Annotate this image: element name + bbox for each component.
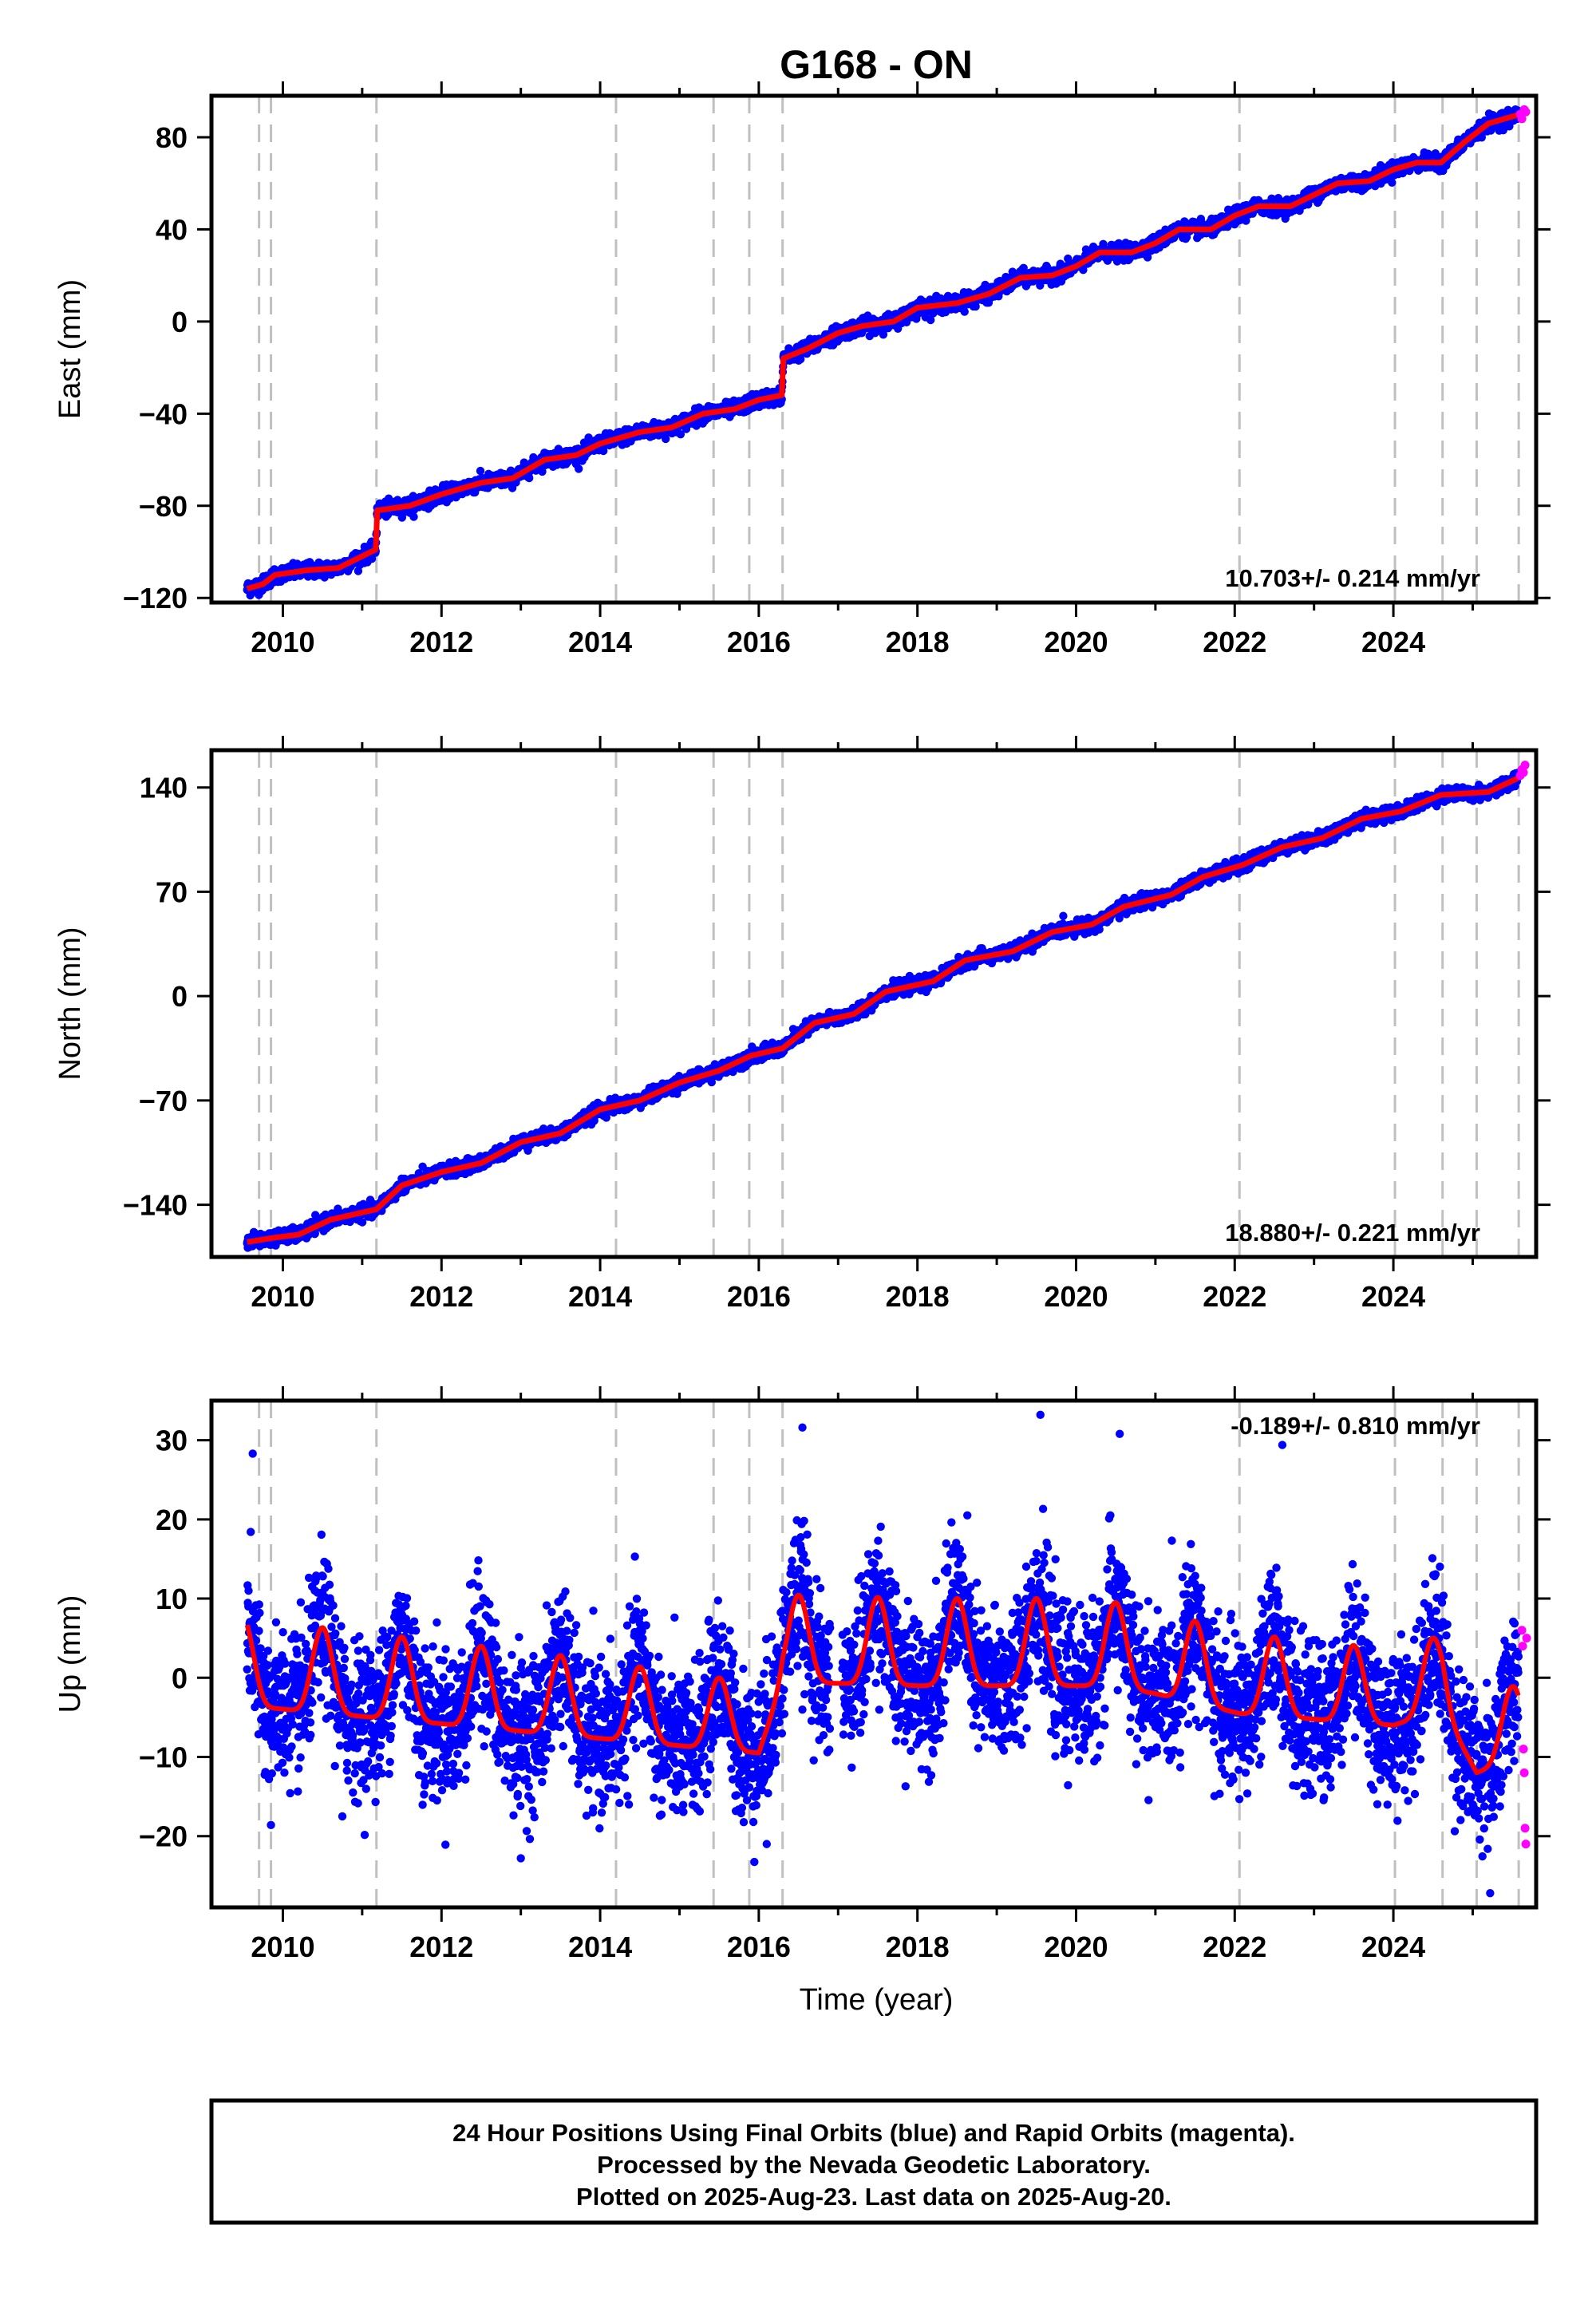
data-point <box>476 466 485 476</box>
x-tick-label: 2014 <box>568 626 632 658</box>
data-point <box>397 513 406 522</box>
data-point <box>384 494 393 503</box>
rapid-orbit-point <box>1521 107 1531 117</box>
y-tick-label: 40 <box>156 213 188 246</box>
y-tick-label: 80 <box>156 121 188 154</box>
north-final-orbit-points <box>243 769 1523 1252</box>
east-panel: 2010 2012 2014 2016 2018 2020 2022 2024 −120 −80 −… <box>53 81 1551 658</box>
data-point <box>1388 178 1396 187</box>
north-panel: 2010 2012 2014 2016 2018 2020 2022 2024−140−700… <box>53 736 1551 1313</box>
data-point <box>575 464 583 473</box>
data-point <box>409 512 418 521</box>
x-tick-label: 2022 <box>1203 626 1266 658</box>
y-tick-label: −80 <box>139 490 188 523</box>
east-final-orbit-points <box>243 105 1523 600</box>
figure-title: G168 - ON <box>780 42 973 87</box>
east-model-line <box>244 112 1521 591</box>
east-rate-label: 10.703+/- 0.214 mm/yr <box>1225 564 1480 592</box>
east-plot-frame <box>209 93 1539 605</box>
x-tick-label: 2010 <box>251 626 314 658</box>
x-tick-label: 2016 <box>727 626 791 658</box>
x-tick-label: 2024 <box>1361 626 1425 658</box>
x-tick-label: 2012 <box>409 626 473 658</box>
x-tick-label: 2018 <box>886 626 950 658</box>
y-tick-label: 0 <box>172 306 188 338</box>
y-tick-label: −120 <box>123 582 188 615</box>
east-y-axis-label: East (mm) <box>53 279 87 419</box>
x-tick-label: 2020 <box>1044 626 1108 658</box>
y-tick-label: −40 <box>139 397 188 430</box>
